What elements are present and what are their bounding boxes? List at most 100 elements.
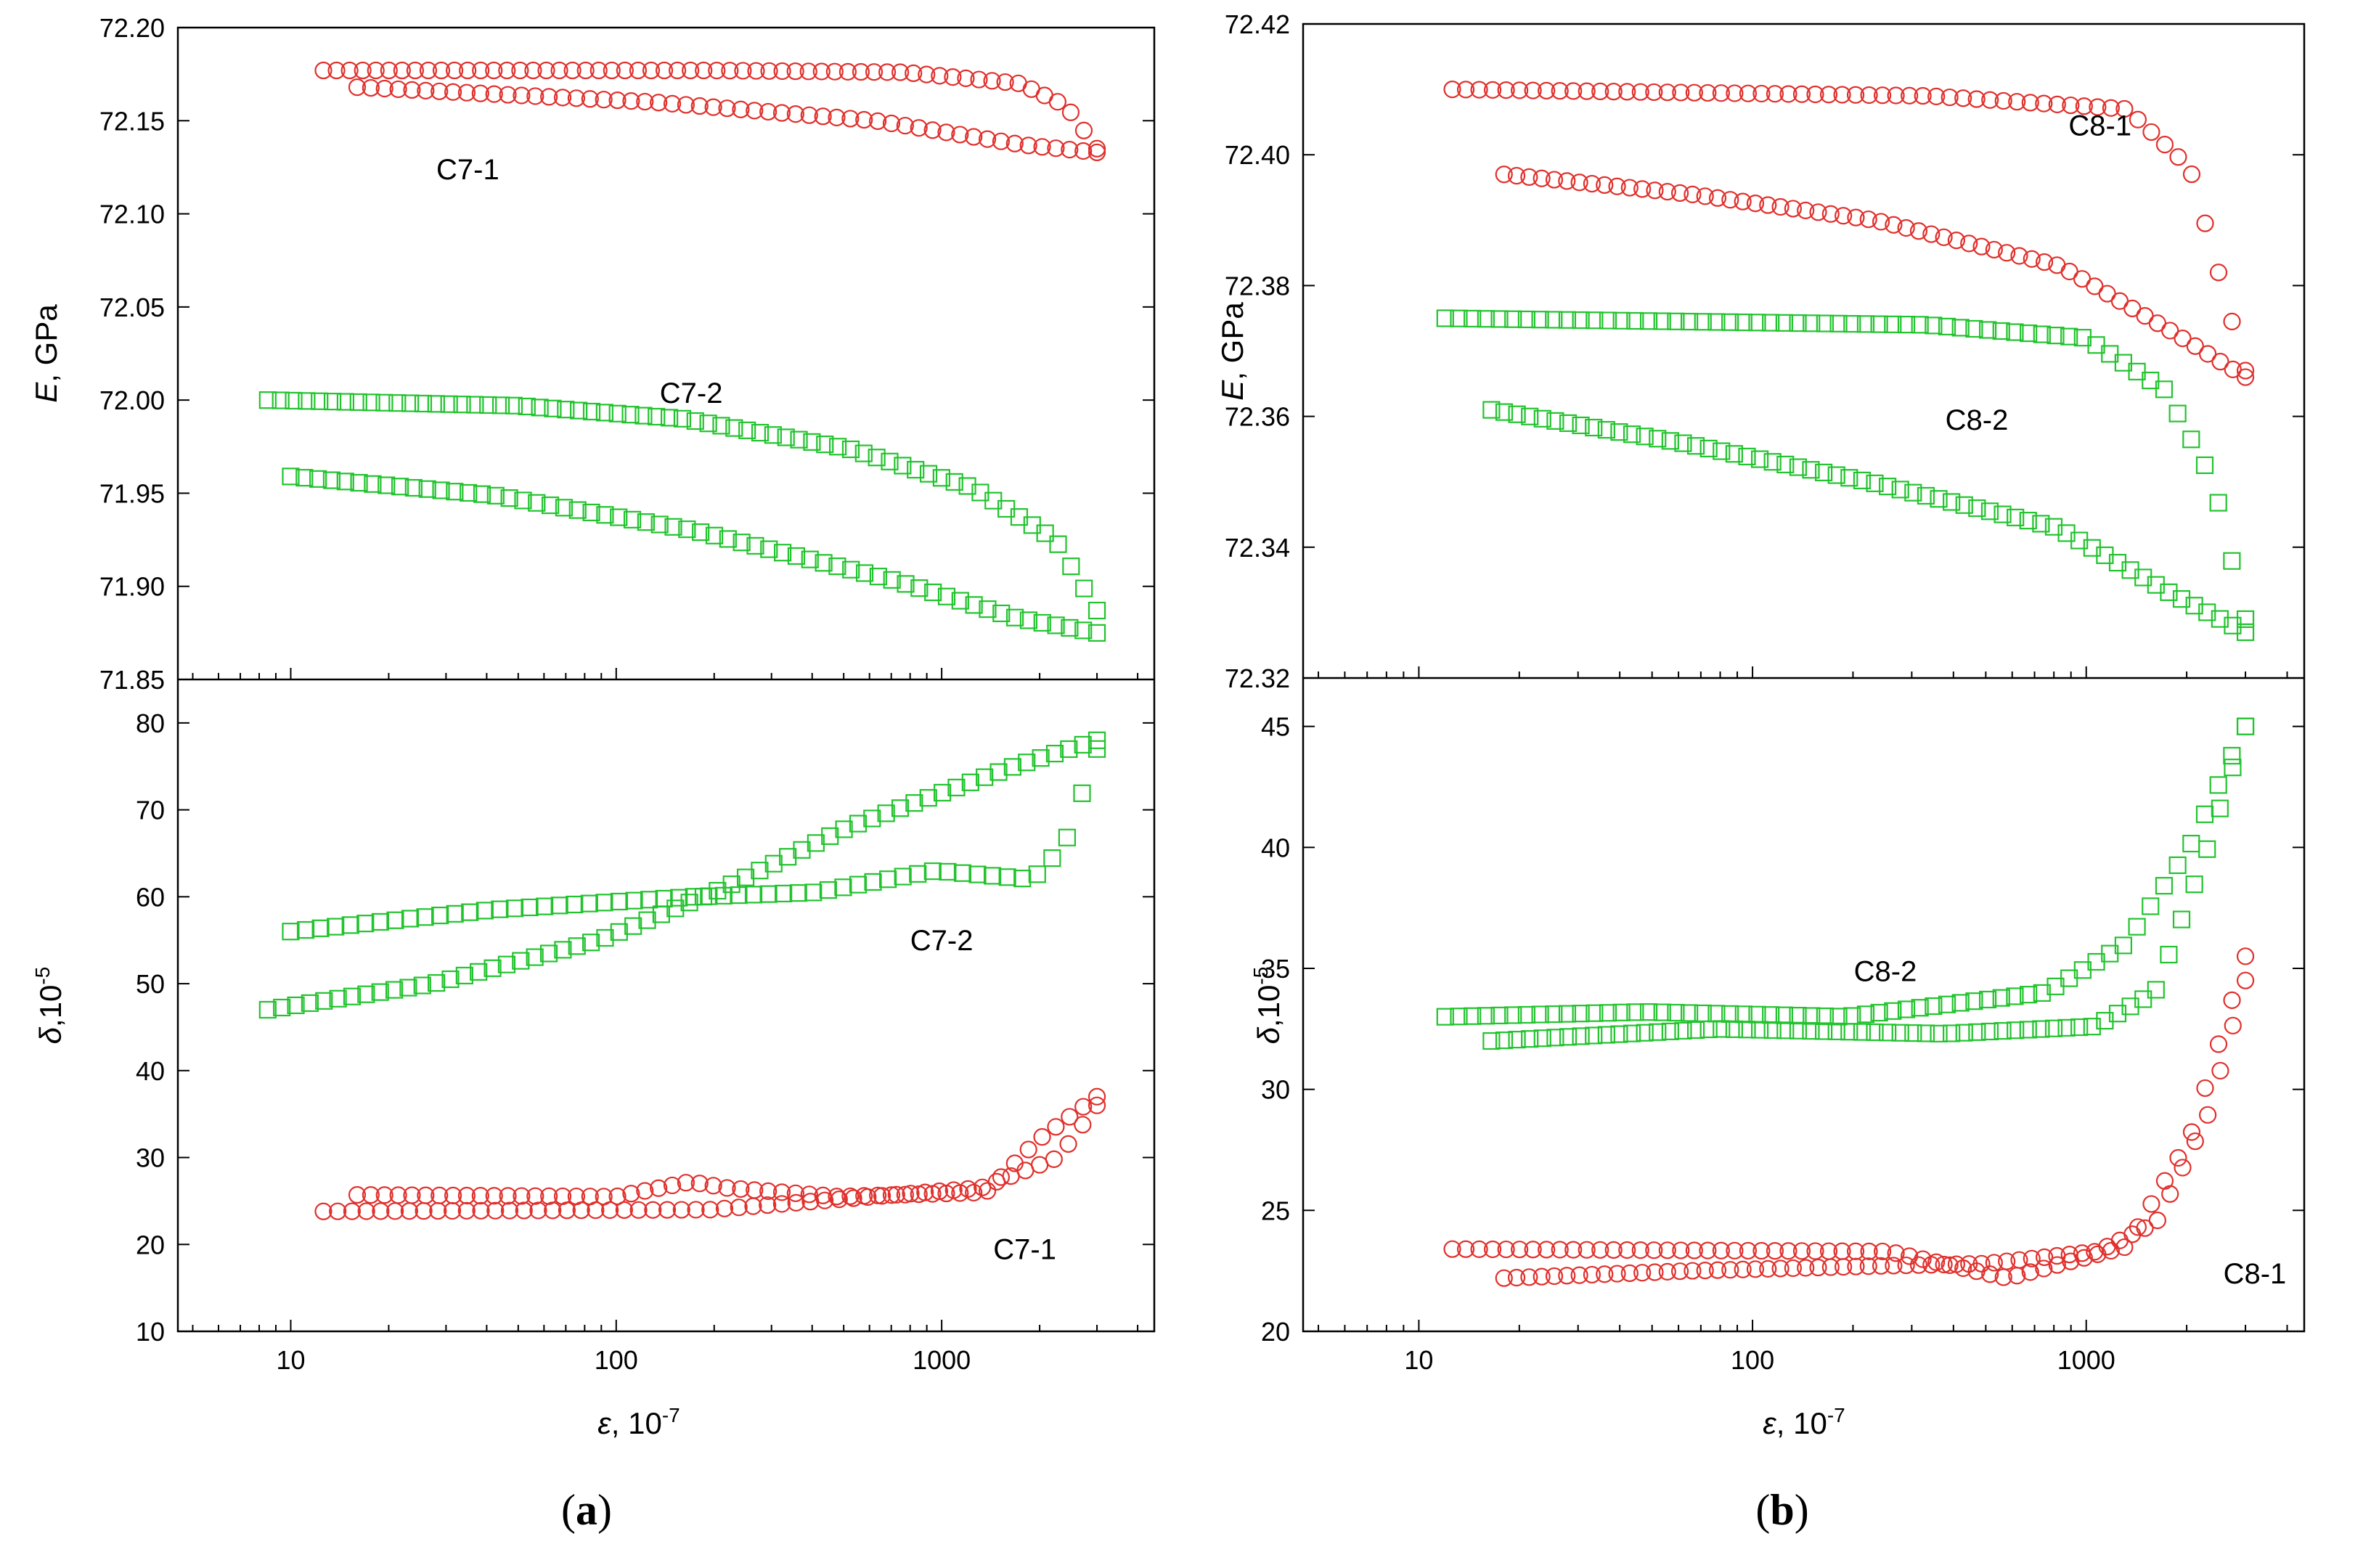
data-point	[787, 1193, 805, 1212]
data-point	[1866, 1023, 1884, 1042]
data-point	[528, 494, 546, 512]
data-point	[1901, 1247, 1919, 1265]
data-point	[760, 62, 778, 80]
data-point	[301, 994, 319, 1012]
data-point	[378, 476, 396, 494]
data-point	[1658, 83, 1676, 102]
y-tick-label: 70	[136, 796, 165, 825]
data-point	[354, 61, 372, 80]
data-point	[295, 468, 314, 487]
data-point	[897, 575, 915, 593]
data-point	[1887, 1244, 1905, 1262]
data-point	[1490, 1006, 1509, 1024]
data-point	[1752, 1241, 1771, 1260]
data-point	[1897, 1000, 1916, 1018]
data-point	[1495, 403, 1514, 421]
data-point	[1955, 496, 1973, 514]
data-point	[732, 1180, 750, 1199]
data-point	[1860, 1242, 1878, 1260]
data-point	[1074, 735, 1092, 754]
data-point	[751, 862, 769, 880]
data-point	[2035, 94, 2053, 113]
data-point	[1771, 1259, 1790, 1278]
data-point	[380, 61, 398, 80]
data-point	[1074, 142, 1093, 160]
data-point	[540, 1187, 558, 1205]
data-point	[708, 61, 726, 80]
data-point	[844, 1189, 862, 1207]
data-point	[1045, 1150, 1063, 1168]
data-point	[2148, 1211, 2166, 1230]
data-point	[838, 62, 857, 81]
data-point	[2174, 329, 2192, 348]
data-point	[568, 937, 586, 955]
data-point	[499, 86, 517, 104]
data-point	[910, 119, 928, 137]
data-point	[1859, 210, 1877, 229]
data-point	[1618, 1241, 1636, 1259]
data-point	[692, 523, 710, 542]
data-point	[1686, 1021, 1705, 1040]
data-point	[965, 596, 983, 614]
data-point	[2044, 518, 2063, 536]
data-point	[1597, 420, 1615, 439]
data-point	[1846, 86, 1865, 104]
panel-a-xlabel: ε, 10-7	[597, 1404, 680, 1440]
data-point	[1559, 1028, 1578, 1046]
data-point	[362, 78, 380, 97]
data-point	[1483, 81, 1502, 99]
data-point	[1649, 1023, 1667, 1041]
data-point	[1930, 490, 1948, 508]
data-point	[1061, 618, 1079, 637]
data-point	[2086, 1243, 2104, 1261]
data-point	[1456, 81, 1475, 99]
data-point	[909, 865, 927, 883]
data-point	[322, 471, 341, 489]
data-point	[1545, 1005, 1563, 1024]
data-point	[937, 1184, 955, 1203]
data-point	[1626, 1003, 1644, 1021]
data-point	[686, 412, 704, 430]
data-point	[1507, 166, 1526, 185]
data-point	[1816, 1007, 1835, 1026]
data-point	[518, 397, 536, 416]
data-point	[563, 61, 581, 80]
data-point	[603, 61, 621, 80]
data-point	[1815, 1022, 1833, 1040]
data-point	[1005, 1154, 1024, 1172]
data-point	[1835, 207, 1853, 225]
data-point	[789, 884, 807, 902]
y-tick-label: 40	[136, 1056, 165, 1086]
data-point	[1049, 535, 1067, 553]
data-point	[669, 61, 687, 80]
data-point	[282, 923, 300, 941]
data-point	[550, 897, 568, 915]
x-tick-label: 100	[595, 1345, 638, 1375]
data-point	[891, 63, 910, 81]
data-point	[1612, 1003, 1631, 1021]
y-tick-label: 20	[1261, 1317, 1290, 1347]
data-point	[2198, 603, 2216, 621]
data-point	[690, 97, 709, 115]
data-point	[2174, 1159, 2192, 1177]
data-point	[1591, 82, 1609, 100]
data-point	[1653, 1003, 1671, 1021]
data-point	[660, 409, 679, 427]
data-point	[775, 884, 793, 902]
data-point	[1087, 601, 1106, 620]
data-point	[2046, 327, 2065, 345]
data-point	[406, 61, 425, 80]
data-point	[1925, 997, 1943, 1016]
data-point	[953, 864, 972, 882]
data-point	[835, 820, 853, 838]
data-point	[638, 911, 656, 929]
data-point	[1766, 85, 1784, 103]
series-C8-1: C8-1	[1443, 80, 2255, 386]
data-point	[471, 84, 489, 102]
data-point	[2048, 95, 2066, 113]
data-point	[1672, 83, 1690, 102]
data-point	[1005, 134, 1024, 152]
data-point	[1043, 849, 1061, 867]
data-point	[732, 534, 751, 552]
data-point	[1620, 179, 1639, 197]
